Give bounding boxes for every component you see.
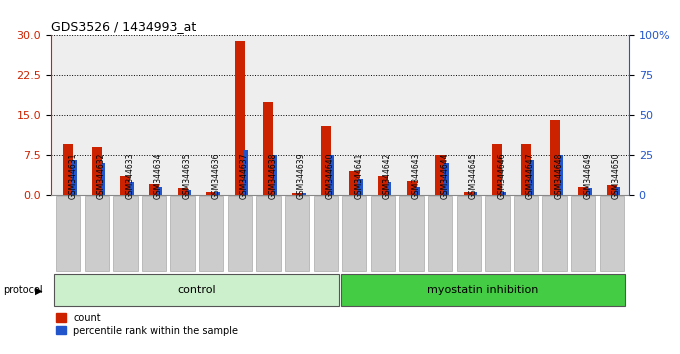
Bar — [435, 155, 445, 195]
FancyBboxPatch shape — [84, 196, 109, 271]
FancyBboxPatch shape — [428, 196, 452, 271]
Bar — [92, 147, 102, 195]
Bar — [206, 192, 216, 195]
FancyBboxPatch shape — [142, 196, 166, 271]
FancyBboxPatch shape — [114, 196, 137, 271]
Bar — [149, 184, 159, 195]
Bar — [177, 188, 188, 195]
Bar — [444, 163, 449, 195]
Legend: count, percentile rank within the sample: count, percentile rank within the sample — [56, 313, 239, 336]
Bar — [358, 179, 362, 195]
Text: protocol: protocol — [3, 285, 43, 295]
Bar — [101, 163, 105, 195]
Text: GSM344638: GSM344638 — [269, 152, 277, 199]
FancyBboxPatch shape — [514, 196, 538, 271]
Bar — [120, 176, 131, 195]
Bar — [63, 144, 73, 195]
FancyBboxPatch shape — [228, 196, 252, 271]
Bar — [559, 155, 563, 195]
Text: GSM344632: GSM344632 — [97, 152, 106, 199]
FancyBboxPatch shape — [456, 196, 481, 271]
Bar — [263, 102, 273, 195]
Bar — [292, 193, 302, 195]
Bar — [158, 187, 163, 195]
Bar — [187, 190, 191, 195]
Text: GSM344645: GSM344645 — [469, 152, 478, 199]
Text: GSM344643: GSM344643 — [411, 152, 420, 199]
Bar — [244, 150, 248, 195]
Text: GDS3526 / 1434993_at: GDS3526 / 1434993_at — [51, 19, 197, 33]
Text: GSM344633: GSM344633 — [125, 152, 135, 199]
Text: GSM344639: GSM344639 — [297, 152, 306, 199]
FancyBboxPatch shape — [171, 196, 194, 271]
Text: GSM344648: GSM344648 — [555, 152, 564, 199]
Bar — [216, 192, 220, 195]
Bar — [235, 41, 245, 195]
Bar — [415, 187, 420, 195]
Text: control: control — [177, 285, 216, 295]
Bar — [473, 192, 477, 195]
Bar — [321, 126, 330, 195]
Text: GSM344640: GSM344640 — [326, 152, 335, 199]
FancyBboxPatch shape — [486, 196, 509, 271]
Text: GSM344631: GSM344631 — [68, 152, 77, 199]
Text: GSM344641: GSM344641 — [354, 152, 363, 199]
Text: GSM344634: GSM344634 — [154, 152, 163, 199]
FancyBboxPatch shape — [341, 274, 625, 306]
FancyBboxPatch shape — [571, 196, 596, 271]
Text: GSM344644: GSM344644 — [440, 152, 449, 199]
Text: GSM344650: GSM344650 — [612, 152, 621, 199]
Bar — [301, 193, 305, 195]
Text: GSM344647: GSM344647 — [526, 152, 535, 199]
Bar — [407, 181, 417, 195]
Bar — [350, 171, 359, 195]
FancyBboxPatch shape — [371, 196, 395, 271]
FancyBboxPatch shape — [543, 196, 566, 271]
Bar — [387, 182, 392, 195]
Text: myostatin inhibition: myostatin inhibition — [428, 285, 539, 295]
Bar — [330, 155, 334, 195]
Text: GSM344637: GSM344637 — [240, 152, 249, 199]
Bar — [464, 192, 474, 195]
Bar — [616, 187, 620, 195]
Bar — [530, 160, 534, 195]
Text: GSM344649: GSM344649 — [583, 152, 592, 199]
Bar — [578, 187, 588, 195]
FancyBboxPatch shape — [256, 196, 281, 271]
Bar — [378, 176, 388, 195]
Bar — [502, 192, 506, 195]
Bar — [273, 155, 277, 195]
FancyBboxPatch shape — [199, 196, 224, 271]
Text: GSM344642: GSM344642 — [383, 152, 392, 199]
Bar — [72, 160, 77, 195]
Bar — [130, 182, 134, 195]
Bar — [588, 188, 592, 195]
Text: GSM344646: GSM344646 — [497, 152, 507, 199]
FancyBboxPatch shape — [54, 274, 339, 306]
FancyBboxPatch shape — [342, 196, 367, 271]
Bar — [521, 144, 531, 195]
Text: GSM344636: GSM344636 — [211, 152, 220, 199]
Text: ▶: ▶ — [35, 285, 43, 295]
FancyBboxPatch shape — [56, 196, 80, 271]
FancyBboxPatch shape — [285, 196, 309, 271]
Bar — [549, 120, 560, 195]
FancyBboxPatch shape — [313, 196, 338, 271]
FancyBboxPatch shape — [399, 196, 424, 271]
Bar — [607, 185, 617, 195]
Bar — [492, 144, 503, 195]
FancyBboxPatch shape — [600, 196, 624, 271]
Text: GSM344635: GSM344635 — [183, 152, 192, 199]
